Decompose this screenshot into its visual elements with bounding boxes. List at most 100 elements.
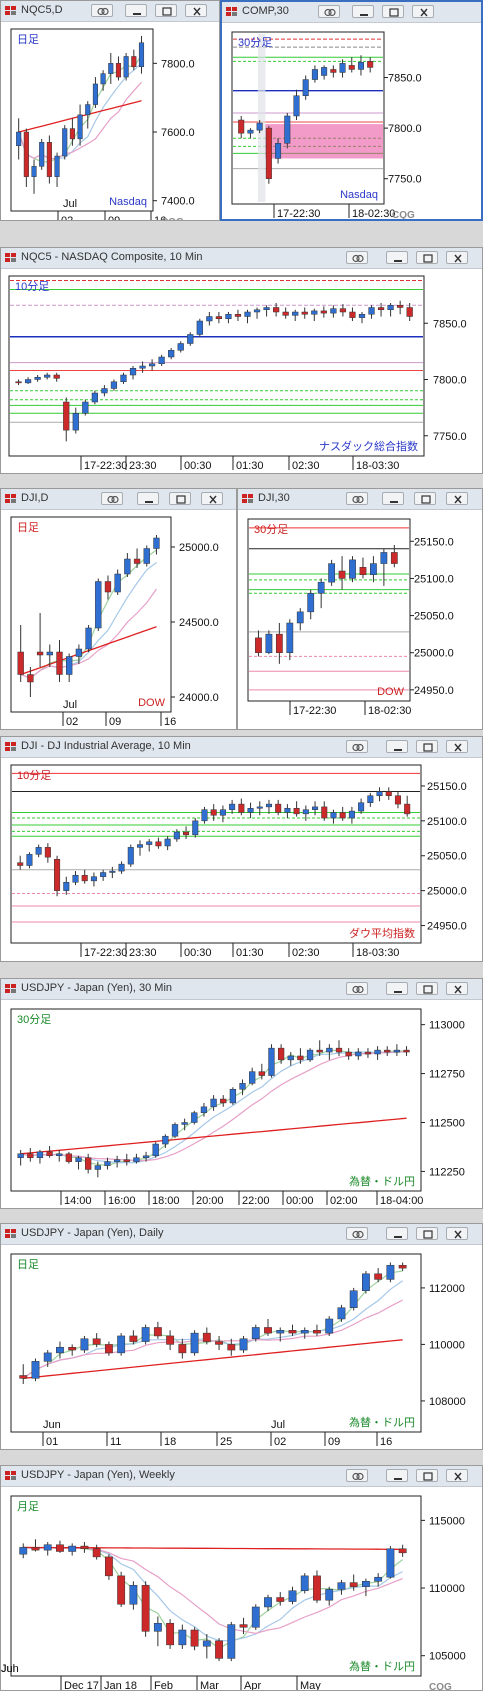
candle-body — [251, 1606, 260, 1628]
candle-body — [210, 1098, 217, 1108]
title-bar[interactable]: NQC5,D — [1, 1, 219, 22]
x-tick-label: 20:00 — [196, 1195, 224, 1207]
y-tick-label: 105000 — [429, 1651, 466, 1663]
candle-body — [190, 1629, 199, 1647]
title-bar[interactable]: DJI,30 — [238, 489, 482, 510]
close-button[interactable] — [446, 1469, 468, 1482]
price-chart[interactable]: 112000 110000 108000 01 11 18 25 02 09 16 Jul Jun 日足… — [1, 1244, 483, 1450]
minimize-icon — [360, 14, 368, 16]
x-tick-label: 18-02:30 — [352, 208, 395, 220]
candle-body — [386, 1548, 395, 1578]
maximize-button[interactable] — [416, 1469, 438, 1482]
y-tick-label: 25100.0 — [414, 573, 454, 585]
link-button[interactable] — [91, 4, 113, 17]
title-bar[interactable]: NQC5 - NASDAQ Composite, 10 Min — [1, 248, 482, 269]
maximize-button[interactable] — [416, 251, 438, 264]
title-bar[interactable]: USDJPY - Japan (Yen), Daily — [1, 1224, 482, 1245]
close-button[interactable] — [446, 740, 468, 753]
minimize-button[interactable] — [386, 1469, 408, 1482]
candle-body — [387, 305, 394, 310]
y-tick-label: 115000 — [429, 1515, 465, 1527]
candle-body — [227, 1344, 236, 1351]
candle-body — [75, 1157, 82, 1162]
x-tick-label: 00:30 — [184, 947, 212, 959]
candle-body — [19, 1375, 28, 1379]
link-button[interactable] — [101, 492, 123, 505]
candle-body — [345, 1051, 352, 1057]
price-chart[interactable]: 25150.0 25100.0 25050.0 25000.0 24950.0 17-22… — [238, 509, 483, 730]
minimize-button[interactable] — [386, 1227, 408, 1240]
candle-body — [36, 1151, 44, 1158]
maximize-button[interactable] — [169, 492, 191, 505]
close-button[interactable] — [201, 492, 223, 505]
minimize-button[interactable] — [125, 4, 147, 17]
link-button[interactable] — [346, 1227, 368, 1240]
price-chart[interactable]: 7850.0 7800.0 7750.0 17-22:30 23:30 00:30 01:3… — [1, 268, 483, 474]
link-button[interactable] — [346, 492, 368, 505]
price-chart[interactable]: 113000 112750 112500 112250 14:00 16:00 18:00 2… — [1, 999, 483, 1209]
close-button[interactable] — [185, 4, 207, 17]
title-bar[interactable]: DJI,D — [1, 489, 236, 510]
maximize-button[interactable] — [416, 1227, 438, 1240]
candle-body — [152, 1143, 159, 1157]
candle-body — [349, 559, 356, 579]
candle-body — [377, 307, 385, 310]
candle-body — [359, 567, 367, 575]
candle-body — [129, 1335, 138, 1342]
close-button[interactable] — [446, 492, 468, 505]
price-chart[interactable]: 25000.0 24500.0 24000.0 02 09 16 Jul 日足 DOW — [1, 509, 237, 730]
minimize-button[interactable] — [382, 492, 404, 505]
candle-body — [265, 127, 272, 179]
candle-body — [328, 563, 335, 583]
candle-body — [307, 593, 315, 613]
candle-body — [114, 573, 121, 593]
candle-body — [178, 1344, 187, 1354]
source-label: Nasdaq — [109, 196, 147, 208]
x-tick-label: 18-03:30 — [356, 947, 399, 959]
period-label: 日足 — [17, 1259, 39, 1271]
window-title: USDJPY - Japan (Yen), Weekly — [21, 1469, 175, 1481]
cqg-logo-icon — [226, 7, 237, 16]
link-button[interactable] — [346, 1469, 368, 1482]
link-button[interactable] — [346, 740, 368, 753]
candle-body — [85, 104, 91, 116]
minimize-button[interactable] — [137, 492, 159, 505]
candle-body — [210, 809, 217, 816]
maximize-button[interactable] — [416, 740, 438, 753]
maximize-button[interactable] — [414, 492, 436, 505]
moving-average-line — [20, 588, 157, 679]
candle-body — [131, 56, 137, 68]
minimize-button[interactable] — [386, 740, 408, 753]
candle-body — [306, 1049, 314, 1061]
link-button[interactable] — [318, 5, 340, 18]
link-button[interactable] — [346, 251, 368, 264]
minimize-button[interactable] — [386, 982, 408, 995]
price-chart[interactable]: 25150.0 25100.0 25050.0 25000.0 24950.0 17-22… — [1, 757, 483, 962]
candle-body — [104, 1161, 111, 1166]
minimize-button[interactable] — [386, 251, 408, 264]
price-chart[interactable]: 7850.0 7800.0 7750.0 17-22:30 18-02:30 30分足 Na… — [222, 22, 483, 221]
candle-body — [153, 1622, 162, 1632]
candle-body — [374, 1576, 383, 1582]
candle-body — [256, 122, 263, 131]
close-button[interactable] — [412, 5, 434, 18]
candle-body — [153, 1327, 162, 1337]
maximize-button[interactable] — [155, 4, 177, 17]
candle-body — [129, 368, 137, 376]
close-button[interactable] — [446, 251, 468, 264]
title-bar[interactable]: USDJPY - Japan (Yen), Weekly — [1, 1466, 482, 1487]
close-button[interactable] — [446, 982, 468, 995]
x-tick-label: 18:00 — [152, 1195, 180, 1207]
title-bar[interactable]: COMP,30 — [222, 2, 481, 23]
candle-body — [63, 401, 70, 431]
price-chart[interactable]: 115000 110000 105000 Dec 17 Jan 18 Feb Mar Apr M… — [1, 1486, 483, 1691]
minimize-button[interactable] — [352, 5, 374, 18]
title-bar[interactable]: DJI - DJ Industrial Average, 10 Min — [1, 737, 482, 758]
maximize-button[interactable] — [382, 5, 404, 18]
link-button[interactable] — [346, 982, 368, 995]
maximize-button[interactable] — [416, 982, 438, 995]
candle-body — [330, 69, 337, 73]
price-chart[interactable]: 7800.0 7600.0 7400.0 02 09 16 Jul 日足 Nasdaq CQG — [1, 21, 220, 221]
title-bar[interactable]: USDJPY - Japan (Yen), 30 Min — [1, 979, 482, 1000]
close-button[interactable] — [446, 1227, 468, 1240]
